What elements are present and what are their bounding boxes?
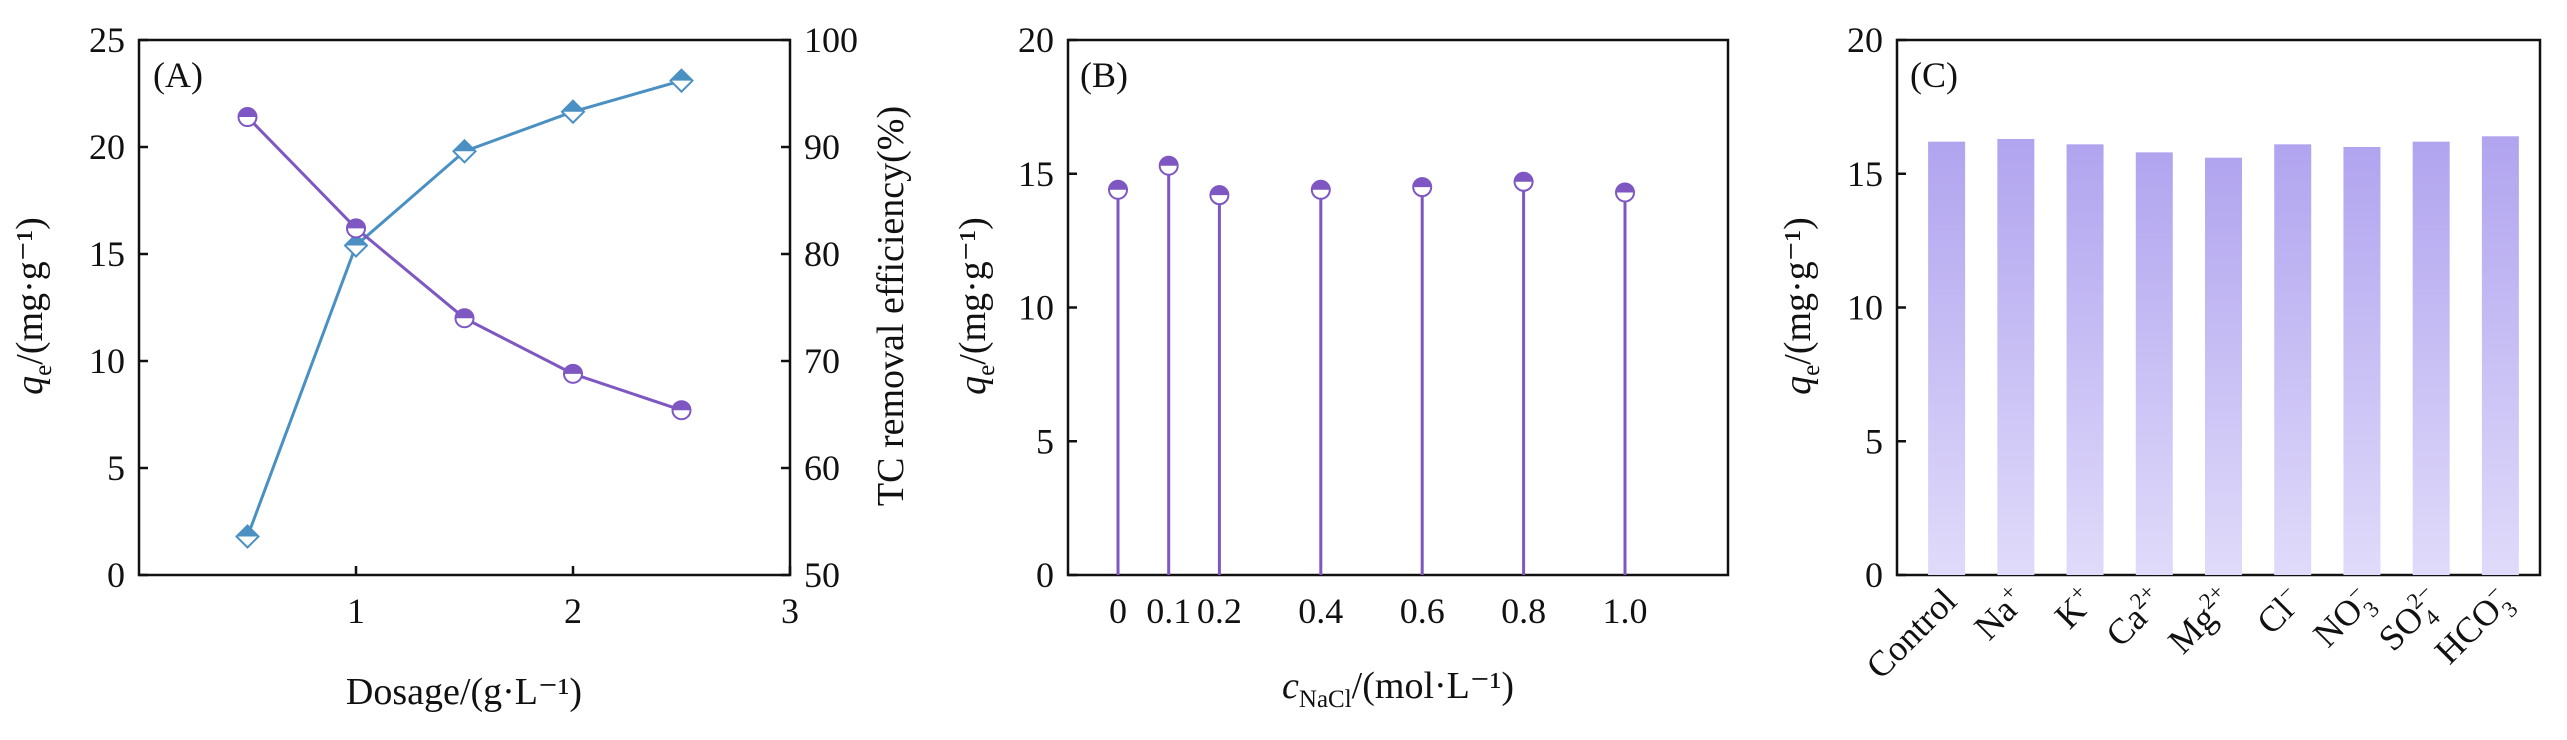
panel-a-removal-point-fill xyxy=(236,525,259,537)
panel-b-x-tick-label: 0.1 xyxy=(1146,591,1191,631)
panel-b-y-tick-label: 5 xyxy=(1036,421,1054,461)
panel-c-bar xyxy=(2135,152,2173,575)
panel-a-y-left-ticks: 0 5 10 15 20 25 xyxy=(89,20,148,595)
panel-b-point-fill xyxy=(1616,183,1634,193)
panel-a-y-right-tick-label: 70 xyxy=(804,341,840,381)
panel-c-y-tick-label: 0 xyxy=(1865,555,1883,595)
panel-a-y-right-tick-label: 60 xyxy=(804,448,840,488)
panel-b-y-ticks: 0 5 10 15 20 xyxy=(1018,20,1077,595)
panel-b-point-fill xyxy=(1210,186,1229,196)
panel-b-x-tick-label: 0.4 xyxy=(1298,591,1343,631)
panel-a-qe-point-fill xyxy=(238,108,257,118)
panel-a-y-right-tick-label: 100 xyxy=(804,20,858,60)
panel-c-bar xyxy=(2066,144,2104,575)
panel-b-y-tick-label: 0 xyxy=(1036,555,1054,595)
panel-a-y-left-axis-label: qe/(mg·g⁻¹) xyxy=(9,217,57,395)
panel-b-label: (B) xyxy=(1080,55,1128,95)
panel-a-y-right-ticks: 50 60 70 80 90 100 xyxy=(781,20,858,595)
panel-b-y-tick-label: 15 xyxy=(1018,154,1054,194)
panel-c-x-tick-label: Na+ xyxy=(1965,579,2034,648)
panel-c-bar xyxy=(2412,141,2450,575)
panel-c-y-tick-label: 5 xyxy=(1865,421,1883,461)
panel-c-x-tick-label: Cl− xyxy=(2247,579,2310,642)
panel-b-marks xyxy=(1108,155,1635,575)
panel-a: (A) 1 2 3 0 5 10 15 20 25 50 60 70 80 90 100 Dosage/… xyxy=(9,20,912,713)
panel-a-y-left-tick-label: 5 xyxy=(107,448,125,488)
panel-c-bar xyxy=(1997,138,2035,575)
panel-a-marks xyxy=(235,68,694,549)
panel-b-y-tick-label: 20 xyxy=(1018,20,1054,60)
panel-b-point-fill xyxy=(1159,156,1178,166)
panel-b-point-fill xyxy=(1514,172,1533,182)
panel-c-x-tick-label: HCO−3 xyxy=(2425,579,2523,677)
panel-a-x-axis-label: Dosage/(g·L⁻¹) xyxy=(346,671,582,713)
panel-b-x-tick-label: 0.6 xyxy=(1400,591,1445,631)
panel-a-removal-point-fill xyxy=(453,140,476,152)
panel-b: (B) 0 5 10 15 20 0 0.1 0.2 0.4 0.6 0.8 1.0 cNaCl/(… xyxy=(952,20,1730,713)
panel-a-x-tick-label: 2 xyxy=(564,591,582,631)
panel-c-label: (C) xyxy=(1910,55,1958,95)
panel-a-qe-point-fill xyxy=(347,219,365,229)
panel-a-qe-point-fill xyxy=(564,364,582,374)
panel-a-y-left-tick-label: 10 xyxy=(89,341,125,381)
panel-b-y-axis-label: qe/(mg·g⁻¹) xyxy=(952,217,1000,395)
panel-a-removal-point-fill xyxy=(670,69,693,81)
panel-b-x-axis-label: cNaCl/(mol·L⁻¹) xyxy=(1282,665,1514,713)
panel-b-frame xyxy=(1066,38,1730,577)
panel-a-removal-point-fill xyxy=(562,100,584,112)
panel-b-x-tick-label: 1.0 xyxy=(1603,591,1648,631)
panel-b-x-tick-label: 0.2 xyxy=(1197,591,1242,631)
panel-b-x-tick-label: 0.8 xyxy=(1501,591,1546,631)
panel-b-x-tick-label: 0 xyxy=(1109,591,1127,631)
panel-c-bar xyxy=(2343,147,2381,575)
panel-c-y-tick-label: 20 xyxy=(1847,20,1883,60)
panel-c-bar xyxy=(2481,136,2519,576)
panel-a-removal-point-fill xyxy=(345,234,367,246)
panel-c-y-tick-label: 15 xyxy=(1847,154,1883,194)
panel-a-frame xyxy=(137,38,792,577)
panel-c-bar xyxy=(2205,157,2242,575)
panel-a-y-left-tick-label: 0 xyxy=(107,555,125,595)
panel-a-y-right-tick-label: 90 xyxy=(804,127,840,167)
panel-c-x-tick-label: Control xyxy=(1858,580,1964,686)
panel-c-bars xyxy=(1928,136,2519,576)
panel-a-x-tick-label: 1 xyxy=(347,591,365,631)
panel-b-x-ticks: 0 0.1 0.2 0.4 0.6 0.8 1.0 xyxy=(1109,591,1648,631)
panel-a-x-tick-label: 3 xyxy=(781,591,799,631)
panel-c-bar xyxy=(2274,144,2312,575)
panel-b-point-fill xyxy=(1109,180,1127,190)
panel-a-y-left-tick-label: 20 xyxy=(89,127,125,167)
panel-a-y-right-tick-label: 50 xyxy=(804,555,840,595)
panel-c-x-tick-label: K+ xyxy=(2045,579,2102,636)
panel-a-y-right-axis-label: TC removal efficiency(%) xyxy=(870,106,912,506)
panel-a-qe-point-fill xyxy=(672,401,691,411)
panel-a-qe-point-fill xyxy=(455,309,474,319)
panel-b-point-fill xyxy=(1311,180,1330,190)
panel-b-y-tick-label: 10 xyxy=(1018,288,1054,328)
panel-c-y-axis-label: qe/(mg·g⁻¹) xyxy=(1777,217,1825,395)
panel-a-y-right-tick-label: 80 xyxy=(804,234,840,274)
panel-c-x-tick-label: Mg2+ xyxy=(2159,579,2241,661)
panel-a-y-left-tick-label: 25 xyxy=(89,20,125,60)
panel-a-label: (A) xyxy=(153,55,203,95)
panel-c-bar xyxy=(1928,141,1966,575)
panel-c-x-tick-label: NO−3 xyxy=(2304,579,2385,660)
panel-a-x-ticks: 1 2 3 xyxy=(347,566,799,631)
panel-a-y-left-tick-label: 15 xyxy=(89,234,125,274)
panel-c-y-tick-label: 10 xyxy=(1847,288,1883,328)
panel-c-x-tick-label: Ca2+ xyxy=(2097,579,2172,654)
panel-c-y-ticks: 0 5 10 15 20 xyxy=(1847,20,1906,595)
panel-b-point-fill xyxy=(1413,178,1432,188)
panel-c: (C) 0 5 10 15 20 Control Na+ K+Ca2+Mg2+ Cl− NO−3… xyxy=(1777,20,2542,686)
